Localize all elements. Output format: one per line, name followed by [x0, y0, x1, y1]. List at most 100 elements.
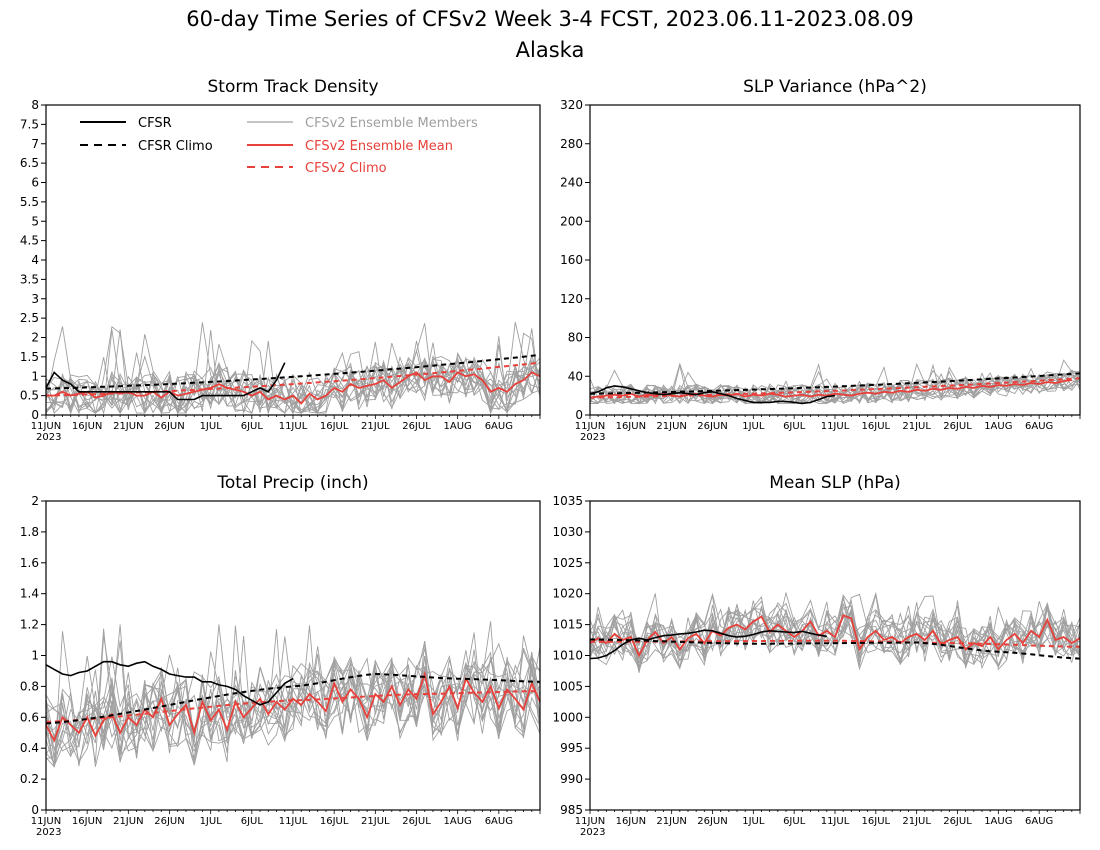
y-tick-label: 0.8: [20, 679, 39, 693]
x-tick-label: 1AUG: [444, 421, 472, 432]
y-tick-label: 1005: [552, 679, 583, 693]
x-tick-label: 6JUL: [241, 421, 264, 432]
y-tick-label: 2.5: [20, 311, 39, 325]
x-tick-label: 11JUL: [279, 816, 308, 827]
ensemble-mean-line: [45, 670, 541, 743]
cfsr-climo-line: [45, 672, 541, 725]
x-tick-label: 6AUG: [485, 421, 513, 432]
chart-panel-1: Storm Track Density 0 0.5 1 1.5 2 2.5 3 3.5 4 4.5 5…: [20, 77, 541, 443]
y-tick-label: 0: [31, 408, 39, 422]
y-tick-label: 1010: [552, 649, 583, 663]
y-tick-label: 120: [560, 292, 583, 306]
ensemble-member-line: [46, 641, 540, 764]
ensemble-mean-line: [589, 614, 1081, 658]
x-tick-label: 11JUN: [31, 421, 61, 432]
x-tick-label: 16JUL: [862, 421, 891, 432]
y-tick-label: 1030: [552, 525, 583, 539]
x-tick-label: 16JUN: [616, 816, 646, 827]
x-tick-label: 21JUN: [113, 421, 143, 432]
ensemble-member-line: [590, 600, 1080, 666]
cfsv2-climo-line: [45, 361, 541, 397]
y-tick-label: 40: [568, 369, 583, 383]
x-tick-label: 1JUL: [200, 421, 223, 432]
cfsr-line: [589, 629, 827, 660]
chart-panels: Storm Track Density 0 0.5 1 1.5 2 2.5 3 3.5 4 4.5 5…: [20, 77, 1081, 838]
x-tick-label: 21JUN: [656, 816, 686, 827]
x-tick-label: 21JUL: [361, 816, 390, 827]
x-tick-label: 26JUN: [154, 421, 184, 432]
ensemble-member-line: [590, 595, 1080, 670]
y-tick-label: 280: [560, 137, 583, 151]
y-tick-label: 1020: [552, 587, 583, 601]
x-tick-label: 11JUN: [575, 816, 605, 827]
chart-legend: CFSR CFSR Climo CFSv2 Ensemble Members CFSv…: [80, 116, 478, 176]
cfsv2-climo-line: [45, 690, 541, 723]
ensemble-member-line: [590, 595, 1080, 664]
y-tick-label: 990: [560, 772, 583, 786]
cfsr-line: [45, 660, 294, 706]
x-tick-label: 21JUL: [361, 421, 390, 432]
ensemble-members: [46, 322, 540, 415]
x-tick-label: 26JUN: [154, 816, 184, 827]
ensemble-member-line: [46, 632, 540, 767]
y-tick-label: 0.6: [20, 710, 39, 724]
x-tick-label: 16JUN: [616, 421, 646, 432]
ensemble-member-line: [46, 625, 540, 768]
ensemble-mean-line: [589, 379, 1072, 399]
ensemble-member-line: [46, 352, 540, 415]
panel-title: Mean SLP (hPa): [769, 473, 901, 493]
y-tick-label: 1.8: [20, 525, 39, 539]
x-tick-label: 1JUL: [200, 816, 223, 827]
y-tick-label: 0.5: [20, 389, 39, 403]
ensemble-member-line: [46, 649, 540, 762]
ensemble-member-line: [46, 326, 540, 414]
x-tick-label: 11JUN: [575, 421, 605, 432]
x-tick-label: 26JUL: [943, 421, 972, 432]
cfsr-line: [589, 385, 836, 405]
y-tick-label: 7: [31, 137, 39, 151]
cfsr-climo-line: [45, 353, 541, 390]
panel-title: SLP Variance (hPa^2): [743, 77, 927, 97]
y-tick-label: 985: [560, 803, 583, 817]
x-tick-label: 21JUN: [656, 421, 686, 432]
x-tick-label: 1JUL: [742, 816, 765, 827]
x-tick-label: 21JUL: [902, 816, 931, 827]
y-tick-label: 0: [575, 408, 583, 422]
x-tick-label: 1JUL: [742, 421, 765, 432]
ensemble-member-line: [46, 328, 540, 415]
legend-label: CFSR Climo: [138, 139, 213, 154]
cfsr-climo-line: [589, 638, 1081, 660]
ensemble-member-line: [46, 650, 540, 763]
legend-label: CFSv2 Ensemble Mean: [305, 139, 453, 154]
panel-title: Storm Track Density: [207, 77, 378, 97]
x-tick-label: 26JUL: [943, 816, 972, 827]
y-tick-label: 6.5: [20, 156, 39, 170]
x-tick-label: 6JUL: [241, 816, 264, 827]
y-tick-label: 1: [31, 369, 39, 383]
x-tick-label: 11JUL: [279, 421, 308, 432]
cfsr-climo-line: [589, 372, 1081, 395]
y-tick-label: 200: [560, 214, 583, 228]
y-tick-label: 2: [31, 331, 39, 345]
y-tick-label: 6: [31, 176, 39, 190]
y-tick-label: 320: [560, 98, 583, 112]
ensemble-member-line: [46, 339, 540, 415]
y-tick-label: 2: [31, 494, 39, 508]
chart-panel-2: SLP Variance (hPa^2) 0 40 80 120 160 200 240 280…: [560, 77, 1081, 443]
ensemble-members: [590, 591, 1080, 673]
legend-label: CFSv2 Ensemble Members: [305, 116, 478, 131]
y-tick-label: 1: [31, 649, 39, 663]
x-tick-label: 16JUL: [320, 816, 349, 827]
y-tick-label: 160: [560, 253, 583, 267]
y-tick-label: 0.2: [20, 772, 39, 786]
x-tick-label: 16JUL: [862, 816, 891, 827]
y-tick-label: 1025: [552, 556, 583, 570]
ensemble-member-line: [590, 372, 1080, 404]
x-tick-label: 26JUL: [402, 816, 431, 827]
chart-panel-4: Mean SLP (hPa) 985 990 995 1000 1005 1010 1015 1…: [552, 473, 1081, 838]
legend-label: CFSR: [138, 116, 172, 131]
x-tick-label: 6AUG: [485, 816, 513, 827]
figure-title: 60-day Time Series of CFSv2 Week 3-4 FCS…: [186, 7, 914, 31]
y-tick-label: 1035: [552, 494, 583, 508]
